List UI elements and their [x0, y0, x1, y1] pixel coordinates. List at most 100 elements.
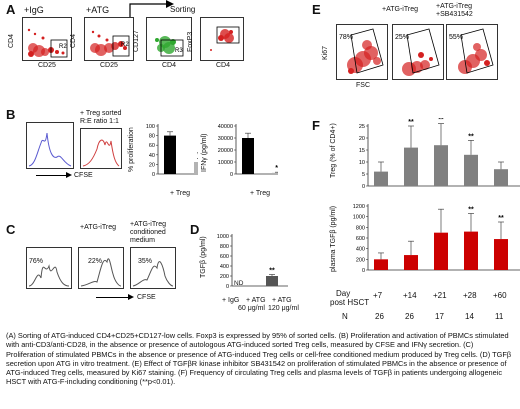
y-tick-label: 40000 [218, 124, 233, 130]
f-tgfb-chart: 1200 1000 800 600 400 200 0 ** ** [353, 204, 520, 274]
y-tick-label: 200 [356, 257, 365, 263]
d-x3: + ATG [272, 297, 292, 304]
y-tick-label: 600 [356, 236, 365, 242]
cd4-axis-label-3: CD4 [162, 62, 177, 69]
y-tick-label: 0 [152, 172, 155, 178]
f-day-label: Day [336, 289, 351, 298]
f-n-value: 26 [375, 312, 384, 321]
significance-mark: ** [269, 268, 275, 275]
bar [494, 169, 508, 186]
panel-d-label: D [190, 222, 200, 237]
bar [494, 239, 508, 270]
cfse-arrow-line-c [96, 297, 128, 298]
y-tick-label: 1000 [353, 215, 365, 221]
y-tick-label: 400 [356, 247, 365, 253]
panel-f-label: F [312, 118, 320, 133]
y-tick-label: 0 [226, 284, 229, 290]
cfse-histogram-control [26, 122, 74, 169]
bar [464, 231, 478, 270]
sorting-label: Sorting [170, 5, 196, 14]
d-ylabel: TGFβ (pg/ml) [200, 236, 207, 278]
cd127-axis-label: CD127 [133, 30, 140, 52]
e-col3-label: +ATG-iTreg +SB431542 [436, 3, 473, 18]
cd25-axis-label-2: CD25 [100, 62, 118, 69]
treg-sorted-label: + Treg sorted [80, 110, 122, 117]
c-histogram-2 [78, 247, 124, 289]
bar [464, 154, 478, 186]
f-day-tick: +14 [403, 291, 417, 300]
ratio-label: R:E ratio 1:1 [80, 118, 119, 125]
cfse-arrowhead-c [128, 294, 134, 300]
y-tick-label: 600 [220, 254, 229, 260]
figure-caption: (A) Sorting of ATG-induced CD4+CD25+CD12… [6, 331, 512, 387]
bar [374, 171, 388, 186]
f-day-tick: +60 [493, 291, 507, 300]
cd25-axis-label-1: CD25 [38, 62, 56, 69]
significance-mark: ** [275, 165, 278, 172]
y-tick-label: 0 [362, 268, 365, 274]
d-nd-label: ND [234, 280, 244, 287]
d-conc2: 120 μg/ml [268, 305, 299, 312]
y-tick-label: 20000 [218, 148, 233, 154]
b-proliferation-ylabel: % proliferation [128, 127, 135, 172]
significance-mark: ** [498, 215, 504, 222]
cd4-axis-label-2: CD4 [70, 33, 77, 48]
y-tick-label: 1000 [217, 234, 229, 240]
igg-label: +IgG [24, 5, 44, 15]
c-pct-1: 76% [29, 258, 44, 265]
svg-text:78%: 78% [339, 34, 353, 41]
flow-plot-cd127: R3 [146, 17, 192, 61]
y-tick-label: 800 [356, 225, 365, 231]
y-tick-label: 15 [359, 148, 365, 154]
fsc-axis-label: FSC [356, 82, 370, 89]
y-tick-label: 0 [230, 172, 233, 178]
bar [374, 259, 388, 270]
bar [266, 276, 278, 286]
svg-text:R2: R2 [121, 42, 129, 48]
ki67-axis-label: Ki67 [322, 45, 329, 60]
significance-mark: ** [468, 206, 474, 213]
f-n-value: 11 [495, 312, 504, 321]
y-tick-label: 400 [220, 264, 229, 270]
y-tick-label: 20 [359, 136, 365, 142]
bar [242, 138, 254, 174]
y-tick-label: 80 [149, 134, 155, 140]
y-tick-label: 25 [359, 124, 365, 130]
bar [194, 162, 198, 174]
f-n-value: 26 [405, 312, 414, 321]
f-day-tick: +21 [433, 291, 447, 300]
d-x2: + ATG [246, 297, 266, 304]
significance-mark: ** [197, 152, 198, 159]
y-tick-label: 10 [359, 160, 365, 166]
f-day-tick: +7 [373, 291, 383, 300]
c-histogram-1 [26, 247, 72, 289]
e-col2-label: +ATG-iTreg [382, 6, 418, 13]
significance-mark: ** [438, 118, 444, 124]
bar [404, 147, 418, 186]
panel-c-label: C [6, 222, 16, 237]
y-tick-label: 20 [149, 162, 155, 168]
significance-mark: ** [468, 133, 474, 140]
b-proliferation-chart: 100 80 60 40 20 0 ** [146, 124, 198, 178]
y-tick-label: 0 [362, 184, 365, 190]
cfse-label-c: CFSE [137, 294, 156, 301]
y-tick-label: 30000 [218, 136, 233, 142]
flow-plot-igg: R2 [22, 17, 72, 61]
e-ki67-plot-2: 25% [392, 24, 444, 80]
cd4-axis-label-1: CD4 [8, 33, 15, 48]
f-n-label: N [342, 312, 348, 321]
b-treg-label-2: + Treg [250, 190, 271, 197]
svg-text:55%: 55% [449, 34, 463, 41]
cfse-label-b: CFSE [74, 172, 93, 179]
panel-b-label: B [6, 107, 16, 122]
y-tick-label: 40 [149, 153, 155, 159]
y-tick-label: 60 [149, 143, 155, 149]
panel-e-label: E [312, 2, 321, 17]
flow-plot-foxp3 [200, 17, 244, 61]
c-pct-3: 35% [138, 258, 153, 265]
f-tgfb-ylabel: plasma TGFβ (pg/ml) [330, 205, 337, 272]
f-treg-ylabel: Treg (% of CD4+) [330, 123, 337, 178]
f-post-label: post HSCT [330, 298, 370, 307]
e-ki67-plot-1: 78% [336, 24, 388, 80]
svg-text:R3: R3 [175, 48, 183, 54]
